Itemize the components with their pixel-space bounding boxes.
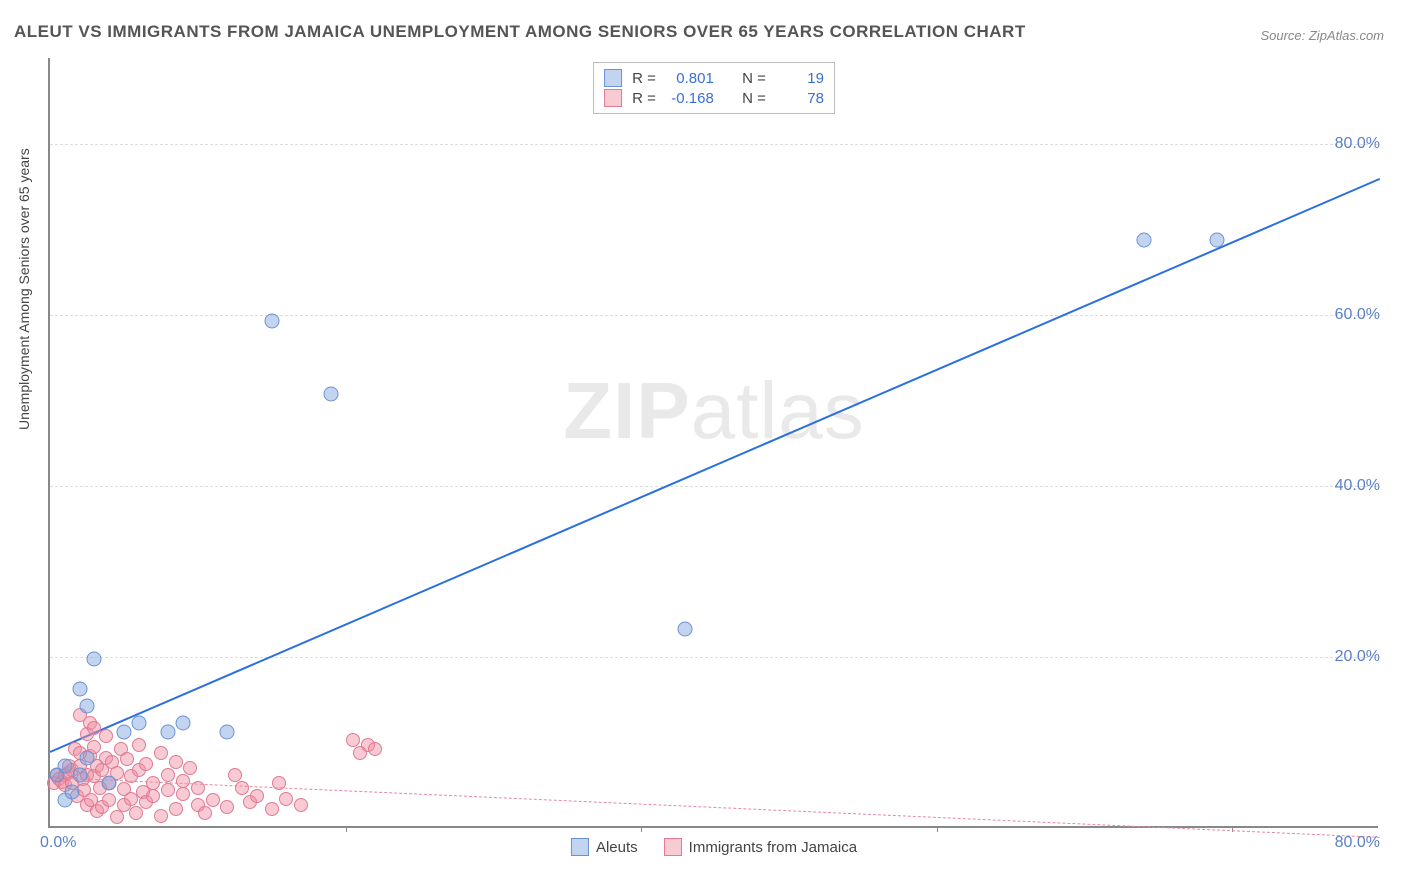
scatter-point-aleuts — [264, 314, 279, 329]
scatter-point-jamaica — [154, 746, 168, 760]
regression-line — [50, 178, 1381, 753]
scatter-point-aleuts — [102, 776, 117, 791]
n-value-jamaica: 78 — [776, 90, 824, 107]
scatter-point-jamaica — [161, 768, 175, 782]
x-end-tick-label: 80.0% — [1335, 834, 1380, 852]
r-value-aleuts: 0.801 — [666, 70, 714, 87]
scatter-point-aleuts — [678, 622, 693, 637]
scatter-point-jamaica — [346, 733, 360, 747]
scatter-point-jamaica — [161, 783, 175, 797]
x-tick — [641, 826, 642, 832]
scatter-point-aleuts — [116, 724, 131, 739]
gridline — [50, 144, 1378, 145]
scatter-point-jamaica — [176, 787, 190, 801]
r-label: R = — [632, 70, 656, 87]
scatter-point-jamaica — [228, 768, 242, 782]
scatter-point-jamaica — [265, 802, 279, 816]
legend-label-aleuts: Aleuts — [596, 839, 638, 856]
scatter-point-jamaica — [139, 757, 153, 771]
scatter-point-aleuts — [323, 386, 338, 401]
scatter-point-jamaica — [235, 781, 249, 795]
scatter-point-aleuts — [1136, 232, 1151, 247]
x-origin-tick-label: 0.0% — [40, 834, 76, 852]
scatter-point-aleuts — [131, 716, 146, 731]
legend-item-aleuts: Aleuts — [571, 838, 638, 856]
scatter-point-jamaica — [250, 789, 264, 803]
n-label: N = — [742, 70, 766, 87]
y-axis-label: Unemployment Among Seniors over 65 years — [16, 148, 32, 430]
gridline — [50, 486, 1378, 487]
scatter-point-aleuts — [65, 784, 80, 799]
legend-label-jamaica: Immigrants from Jamaica — [689, 839, 857, 856]
scatter-point-jamaica — [294, 798, 308, 812]
gridline — [50, 315, 1378, 316]
n-label: N = — [742, 90, 766, 107]
scatter-point-jamaica — [146, 789, 160, 803]
y-tick-label: 20.0% — [1335, 648, 1380, 666]
stats-legend-box: R = 0.801 N = 19 R = -0.168 N = 78 — [593, 62, 835, 114]
scatter-point-jamaica — [279, 792, 293, 806]
r-value-jamaica: -0.168 — [666, 90, 714, 107]
scatter-point-aleuts — [220, 724, 235, 739]
scatter-point-jamaica — [206, 793, 220, 807]
gridline — [50, 657, 1378, 658]
scatter-point-aleuts — [176, 716, 191, 731]
swatch-jamaica — [604, 89, 622, 107]
scatter-point-aleuts — [72, 767, 87, 782]
scatter-point-jamaica — [169, 755, 183, 769]
swatch-jamaica — [664, 838, 682, 856]
scatter-point-aleuts — [87, 652, 102, 667]
scatter-point-aleuts — [57, 759, 72, 774]
scatter-point-jamaica — [272, 776, 286, 790]
stats-row-jamaica: R = -0.168 N = 78 — [604, 88, 824, 108]
scatter-point-jamaica — [110, 810, 124, 824]
scatter-plot-area: ZIPatlas R = 0.801 N = 19 R = -0.168 N =… — [48, 58, 1378, 828]
chart-title: ALEUT VS IMMIGRANTS FROM JAMAICA UNEMPLO… — [14, 22, 1026, 42]
scatter-point-jamaica — [169, 802, 183, 816]
scatter-point-jamaica — [102, 793, 116, 807]
stats-row-aleuts: R = 0.801 N = 19 — [604, 68, 824, 88]
scatter-point-jamaica — [198, 806, 212, 820]
scatter-point-aleuts — [79, 699, 94, 714]
y-tick-label: 60.0% — [1335, 306, 1380, 324]
y-tick-label: 40.0% — [1335, 477, 1380, 495]
watermark-zip: ZIP — [563, 366, 690, 455]
scatter-point-aleuts — [72, 682, 87, 697]
swatch-aleuts — [571, 838, 589, 856]
scatter-point-aleuts — [79, 750, 94, 765]
scatter-point-jamaica — [368, 742, 382, 756]
scatter-point-jamaica — [154, 809, 168, 823]
n-value-aleuts: 19 — [776, 70, 824, 87]
x-tick — [346, 826, 347, 832]
x-tick — [937, 826, 938, 832]
scatter-point-aleuts — [161, 724, 176, 739]
scatter-point-jamaica — [132, 738, 146, 752]
scatter-point-jamaica — [99, 729, 113, 743]
swatch-aleuts — [604, 69, 622, 87]
scatter-point-aleuts — [1210, 232, 1225, 247]
source-label: Source: ZipAtlas.com — [1260, 28, 1384, 43]
scatter-point-jamaica — [120, 752, 134, 766]
r-label: R = — [632, 90, 656, 107]
scatter-point-jamaica — [129, 806, 143, 820]
watermark: ZIPatlas — [563, 365, 864, 457]
scatter-point-jamaica — [220, 800, 234, 814]
y-tick-label: 80.0% — [1335, 135, 1380, 153]
scatter-point-jamaica — [183, 761, 197, 775]
legend-item-jamaica: Immigrants from Jamaica — [664, 838, 857, 856]
series-legend: Aleuts Immigrants from Jamaica — [571, 838, 857, 856]
scatter-point-jamaica — [191, 781, 205, 795]
